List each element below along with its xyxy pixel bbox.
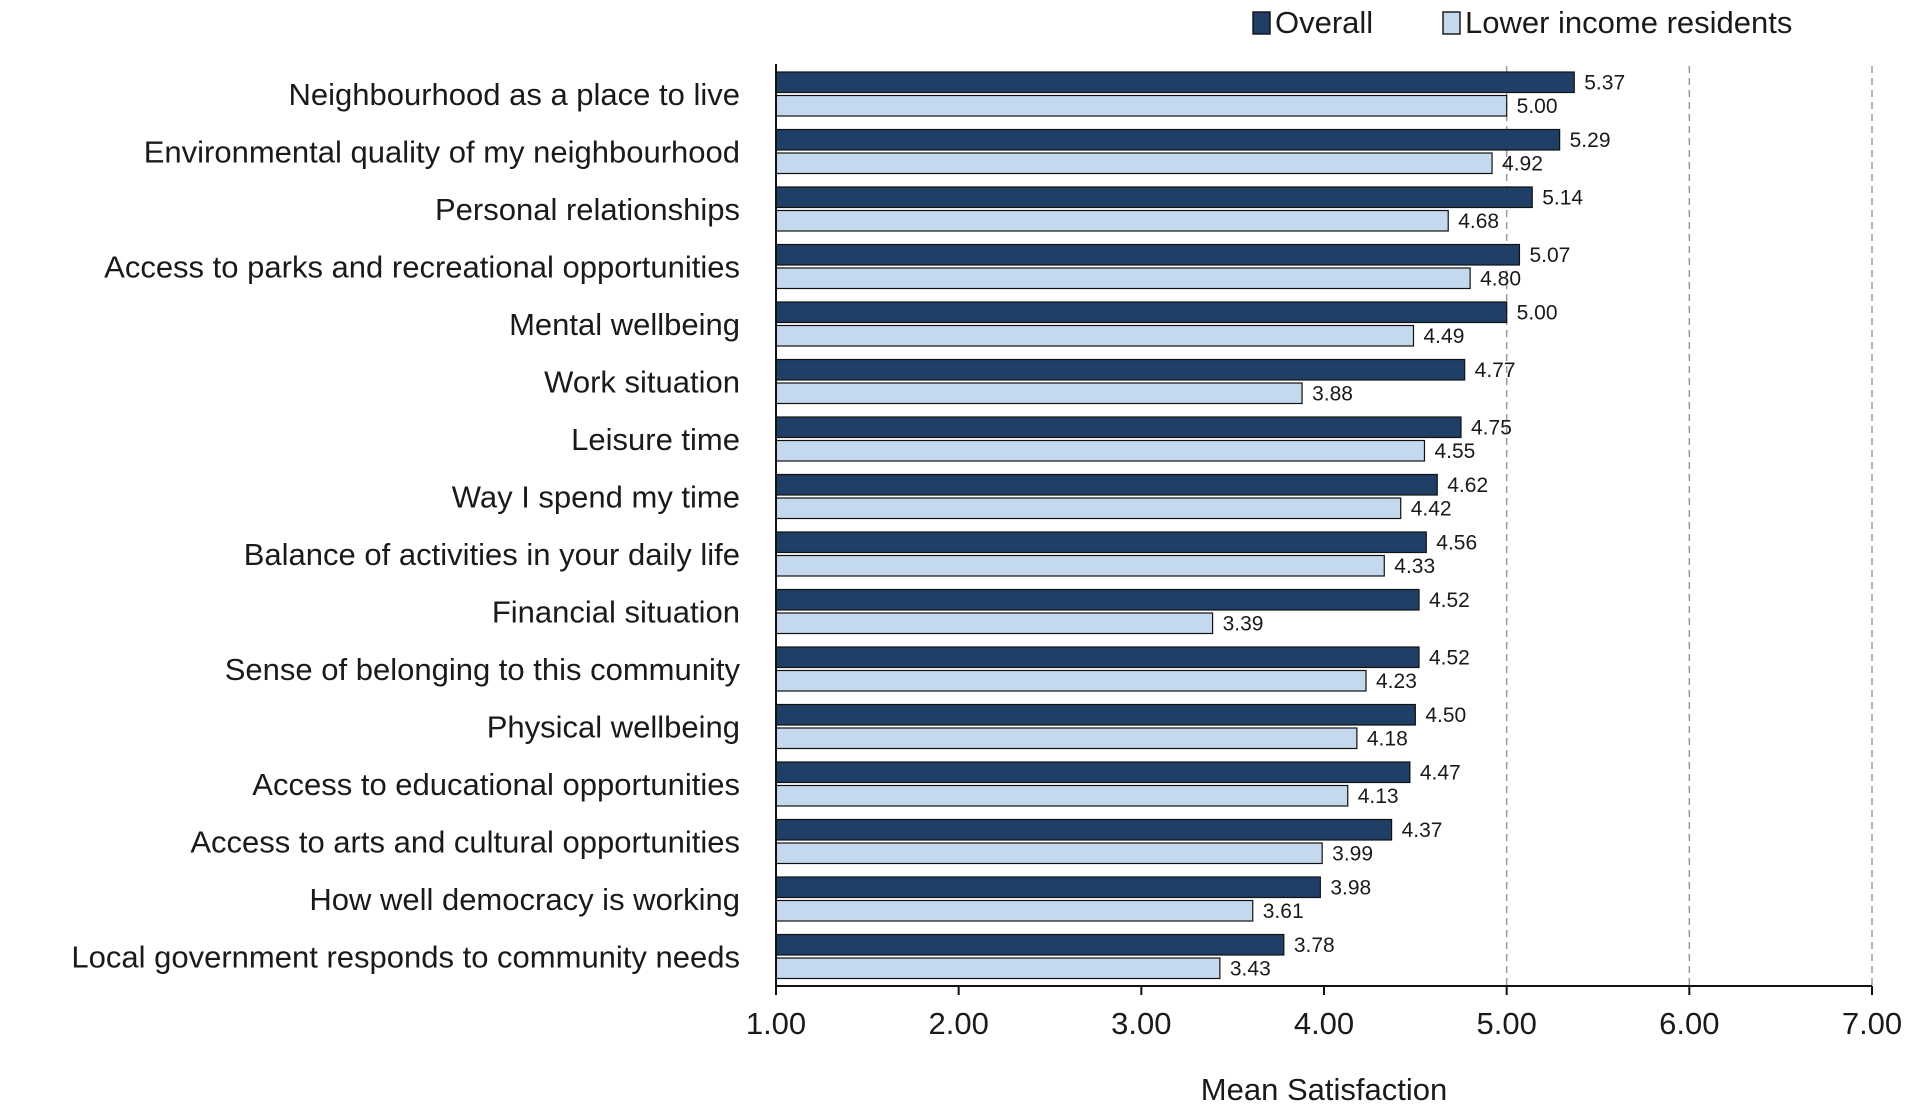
legend-label: Overall (1275, 5, 1373, 40)
value-label-lower-income: 4.68 (1458, 210, 1499, 233)
category-label: Sense of belonging to this community (225, 652, 741, 687)
legend-label: Lower income residents (1465, 5, 1792, 40)
bar-overall (775, 301, 1508, 324)
bar-overall (775, 473, 1438, 496)
value-label-lower-income: 4.23 (1376, 670, 1417, 693)
x-axis-title: Mean Satisfaction (1201, 1072, 1447, 1107)
bar-overall (775, 818, 1393, 841)
bar-overall (775, 71, 1575, 94)
bar-overall (775, 128, 1561, 151)
bar-lower-income (775, 152, 1493, 175)
value-label-overall: 4.52 (1429, 589, 1470, 612)
value-label-lower-income: 3.88 (1312, 382, 1353, 405)
bar-overall (775, 761, 1411, 784)
x-tick-label: 6.00 (1659, 1006, 1719, 1041)
bar-overall (775, 531, 1427, 554)
category-label: How well democracy is working (309, 882, 740, 917)
category-label: Balance of activities in your daily life (244, 537, 740, 572)
bar-overall (775, 416, 1462, 439)
bar-overall (775, 588, 1420, 611)
x-tick-label: 3.00 (1111, 1006, 1171, 1041)
value-label-lower-income: 4.13 (1358, 785, 1399, 808)
value-label-lower-income: 4.33 (1394, 555, 1435, 578)
category-label: Way I spend my time (452, 479, 740, 514)
category-label: Work situation (544, 364, 740, 399)
category-label: Financial situation (492, 594, 740, 629)
category-label: Access to arts and cultural opportunitie… (190, 824, 740, 859)
value-label-overall: 4.37 (1402, 819, 1443, 842)
category-label: Access to educational opportunities (252, 767, 740, 802)
category-label: Access to parks and recreational opportu… (104, 249, 740, 284)
bar-overall (775, 876, 1321, 899)
value-label-lower-income: 3.61 (1263, 900, 1304, 923)
value-label-lower-income: 4.80 (1480, 267, 1521, 290)
bar-lower-income (775, 957, 1221, 980)
bar-lower-income (775, 209, 1449, 232)
x-tick-label: 1.00 (746, 1006, 806, 1041)
bar-overall (775, 358, 1466, 381)
bar-lower-income (775, 439, 1426, 462)
value-label-overall: 3.78 (1294, 934, 1335, 957)
x-tick-label: 7.00 (1842, 1006, 1902, 1041)
value-label-overall: 4.50 (1425, 704, 1466, 727)
value-label-lower-income: 4.49 (1424, 325, 1465, 348)
bar-lower-income (775, 727, 1358, 750)
category-label: Mental wellbeing (509, 307, 740, 342)
value-label-overall: 5.00 (1517, 301, 1558, 324)
value-label-overall: 4.56 (1436, 531, 1477, 554)
bar-lower-income (775, 324, 1415, 347)
value-label-lower-income: 3.39 (1223, 612, 1264, 635)
category-label: Environmental quality of my neighbourhoo… (144, 134, 740, 169)
value-label-overall: 5.37 (1584, 71, 1625, 94)
category-label: Leisure time (571, 422, 740, 457)
value-label-lower-income: 4.55 (1434, 440, 1475, 463)
bar-lower-income (775, 554, 1385, 577)
bar-lower-income (775, 497, 1402, 520)
value-label-overall: 4.77 (1475, 359, 1516, 382)
value-label-lower-income: 4.92 (1502, 152, 1543, 175)
bar-lower-income (775, 669, 1367, 692)
bar-overall (775, 703, 1416, 726)
bar-overall (775, 243, 1521, 266)
value-label-overall: 5.07 (1529, 244, 1570, 267)
bar-lower-income (775, 612, 1214, 635)
bar-lower-income (775, 842, 1323, 865)
x-tick-label: 5.00 (1476, 1006, 1536, 1041)
category-label: Personal relationships (435, 192, 740, 227)
category-label: Neighbourhood as a place to live (288, 77, 740, 112)
value-label-overall: 4.47 (1420, 761, 1461, 784)
bar-lower-income (775, 784, 1349, 807)
value-label-overall: 3.98 (1330, 876, 1371, 899)
value-label-overall: 5.14 (1542, 186, 1583, 209)
value-label-lower-income: 4.18 (1367, 727, 1408, 750)
bar-overall (775, 646, 1420, 669)
bar-lower-income (775, 267, 1471, 290)
bar-lower-income (775, 382, 1303, 405)
bar-overall (775, 933, 1285, 956)
bar-lower-income (775, 899, 1254, 922)
x-tick-label: 4.00 (1294, 1006, 1354, 1041)
value-label-lower-income: 5.00 (1517, 95, 1558, 118)
value-label-overall: 5.29 (1570, 129, 1611, 152)
legend-swatch (1252, 11, 1271, 35)
category-label: Physical wellbeing (487, 709, 740, 744)
bar-lower-income (775, 94, 1508, 117)
legend-swatch (1442, 11, 1461, 35)
bar-overall (775, 186, 1533, 209)
x-tick-label: 2.00 (928, 1006, 988, 1041)
value-label-overall: 4.62 (1447, 474, 1488, 497)
value-label-lower-income: 4.42 (1411, 497, 1452, 520)
value-label-lower-income: 3.99 (1332, 842, 1373, 865)
value-label-lower-income: 3.43 (1230, 957, 1271, 980)
category-label: Local government responds to community n… (71, 939, 740, 974)
value-label-overall: 4.75 (1471, 416, 1512, 439)
value-label-overall: 4.52 (1429, 646, 1470, 669)
